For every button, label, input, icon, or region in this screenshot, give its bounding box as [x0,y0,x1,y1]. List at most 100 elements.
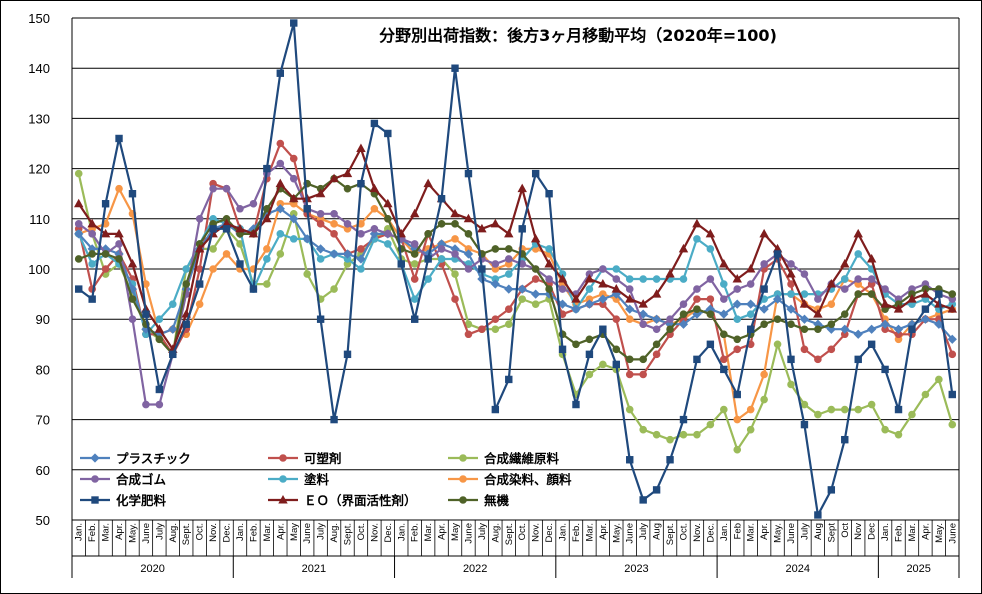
data-point [720,330,728,339]
data-point [693,355,701,364]
data-point [276,159,285,168]
data-point [625,304,635,314]
y-tick-label: 80 [36,362,50,377]
year-label: 2025 [906,563,930,575]
data-point [424,275,432,283]
data-point [545,285,553,293]
data-point [665,268,675,278]
data-point [625,275,634,283]
x-tick-label: July [154,523,165,540]
x-tick-label: May. [773,523,784,543]
data-point [814,295,822,303]
data-point [746,325,755,333]
data-point [693,305,701,313]
x-tick-label: June [302,523,313,544]
data-point [706,245,715,253]
x-tick-label: Dec. [222,523,233,543]
x-tick-label: June [141,523,152,544]
data-point [235,223,245,233]
x-tick-label: Feb. [894,523,905,542]
data-point [451,235,459,243]
x-tick-label: Aug. [168,523,179,543]
data-point [262,213,272,223]
data-point [800,325,809,334]
data-point [115,134,123,143]
data-point [369,183,380,193]
legend-item: 合成繊維原料 [448,451,560,466]
legend-swatch-marker [91,475,99,483]
data-point [410,260,419,268]
y-tick-label: 70 [36,413,50,428]
data-point [706,295,715,303]
data-point [733,315,742,324]
data-point [531,265,540,273]
x-tick-label: Sept. [343,523,354,545]
data-point [356,143,366,153]
legend-swatch-marker [91,496,99,504]
data-point [772,294,783,304]
data-point [787,290,795,298]
data-point [692,309,702,319]
data-point [127,258,138,268]
series-layer [74,19,957,519]
legend-item: 合成ゴム [80,472,167,487]
legend-label: 化学肥料 [116,493,167,508]
data-point [477,223,487,233]
data-point [814,410,822,419]
data-point [733,390,741,399]
data-point [585,370,594,379]
series-1 [74,139,957,379]
data-point [303,270,311,278]
data-point [745,263,756,273]
data-point [787,355,795,364]
data-point [666,456,674,464]
legend-item: 塗料 [268,472,330,487]
data-point [101,200,110,208]
data-point [115,255,123,263]
x-tick-label: Aug [813,523,824,540]
data-point [490,279,500,289]
data-point [464,330,473,339]
data-point [356,254,366,264]
data-point [584,299,595,309]
data-point [746,425,755,434]
data-point [814,325,822,334]
data-point [330,285,338,293]
y-tick-label: 90 [36,312,50,327]
series-3 [74,159,957,409]
x-tick-label: May. [934,523,945,543]
data-point [935,290,943,298]
data-point [531,300,540,308]
data-point [773,250,782,258]
x-tick-label: Jan. [235,523,246,541]
x-tick-label: Apr. [759,523,770,540]
data-point [651,289,662,298]
data-point [706,275,715,283]
data-point [88,230,96,238]
x-tick-label: Dec [867,523,878,540]
data-point [625,294,635,303]
data-point [370,225,379,233]
data-point [867,290,876,298]
x-tick-label: Mar. [423,523,434,541]
data-point [544,258,554,268]
data-point [74,229,84,239]
data-point [249,199,258,208]
legend-label: 合成繊維原料 [484,451,560,466]
data-point [759,304,769,314]
data-point [733,335,742,344]
data-point [867,324,877,334]
data-point [678,243,689,253]
data-point [666,325,674,334]
data-point [854,275,863,283]
data-point [880,319,890,329]
data-point [720,355,728,364]
data-point [142,310,150,318]
data-point [571,294,581,303]
data-point [316,209,325,218]
data-point [720,365,728,374]
x-tick-label: July [638,523,649,540]
data-point [209,265,217,273]
x-tick-label: May [450,523,461,541]
data-point [854,405,863,414]
